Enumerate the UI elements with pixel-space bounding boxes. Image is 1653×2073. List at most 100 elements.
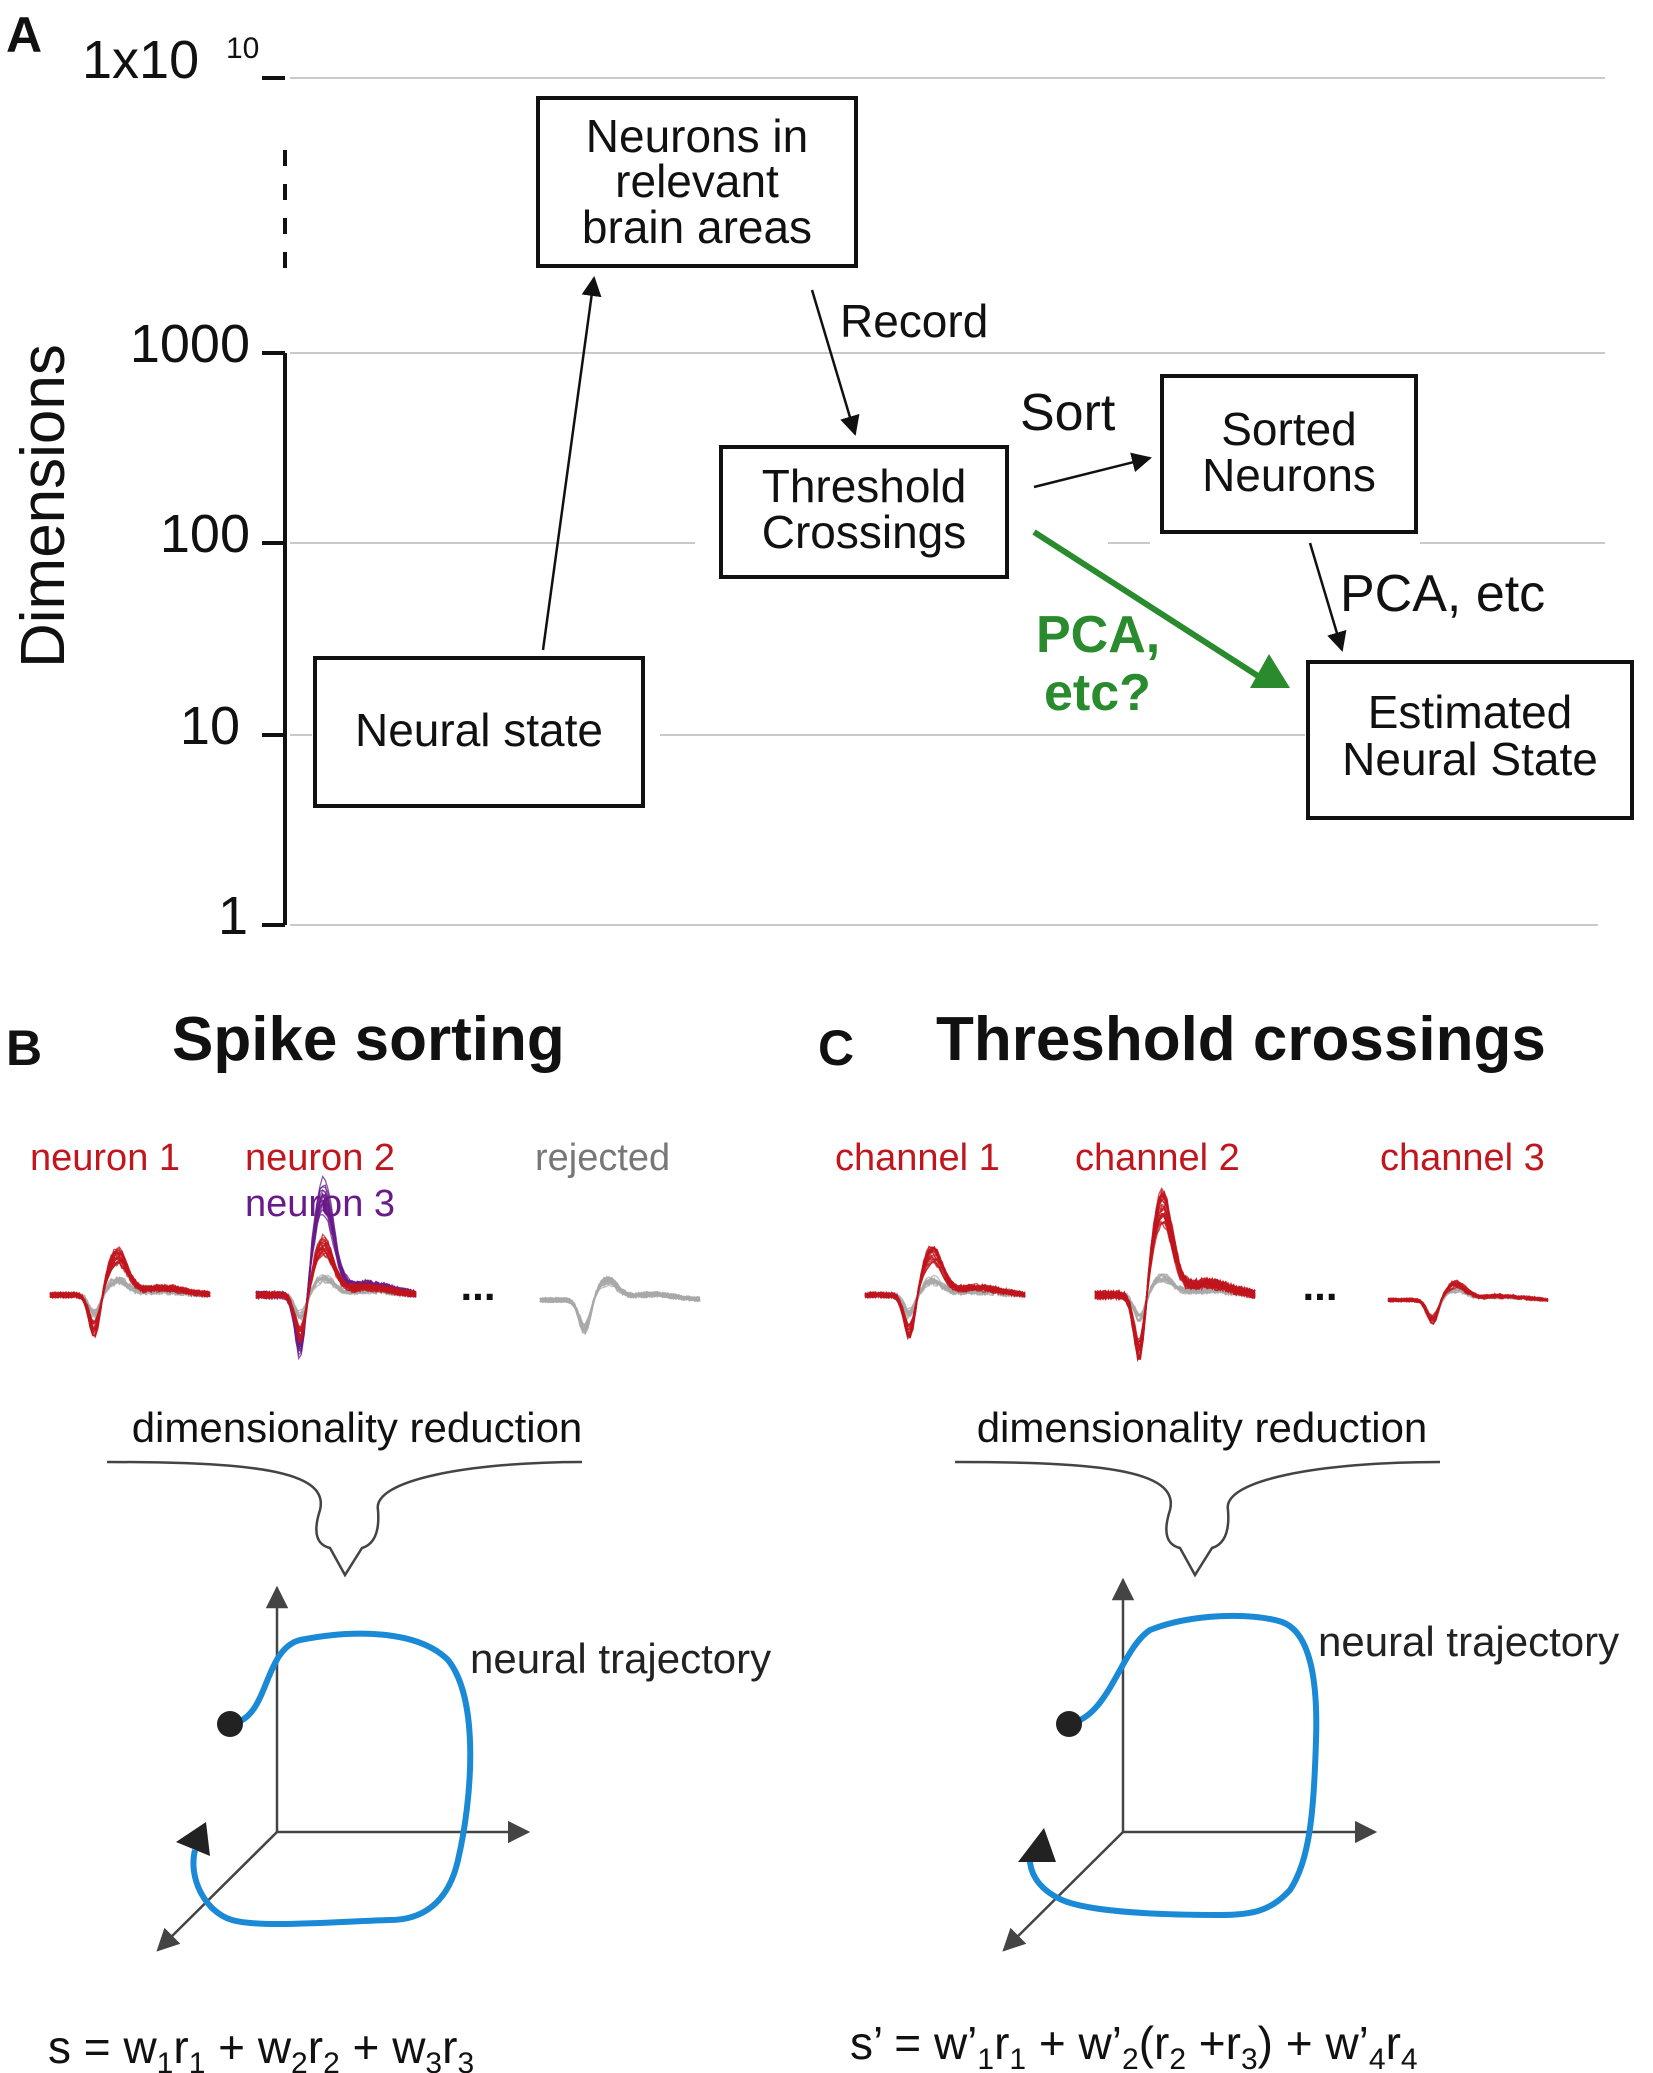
panel-a: A 1x10 10 1000 100 10 1 [6,7,1634,946]
arrow-record [810,289,860,436]
waveform-channel-2 [1094,1187,1256,1363]
waveform-trace [539,1275,701,1333]
reduction-label-c: dimensionality reduction [977,1404,1428,1451]
panel-a-gridlines [290,77,1605,926]
panel-c: C Threshold crossings channel 1 channel … [818,1005,1619,2073]
equation-b: s = w1r1 + w2r2 + w3r3 [48,2021,474,2073]
box-estimated-state-line-1: Estimated [1368,686,1573,738]
waveform-trace [1094,1205,1256,1351]
waveform-trace [1094,1193,1256,1356]
waveform-trace [539,1276,701,1335]
trajectory-arrowhead-c [1018,1828,1056,1862]
box-neurons-in-areas: Neurons in relevant brain areas [536,96,858,268]
unit-label-neuron-2: neuron 2 [245,1137,395,1179]
box-threshold-crossings-line-1: Threshold [762,460,967,512]
funnel-arrow-c [954,1460,1441,1578]
waveform-trace [1094,1194,1256,1351]
waveform-channel-1 [864,1245,1026,1340]
box-neurons-in-areas-frame [536,96,858,268]
waveform-trace [1387,1281,1549,1325]
ellipsis-c: ... [1302,1262,1337,1309]
axis-diagonal-b [156,1831,278,1952]
channel-label-2: channel 2 [1075,1137,1240,1179]
box-sorted-neurons-line-1: Sorted [1221,403,1357,455]
arrow-pca-etc [1308,542,1347,652]
tick-label-100: 100 [160,504,250,564]
reduction-label-b: dimensionality reduction [132,1404,583,1451]
box-threshold-crossings-line-2: Crossings [762,506,967,558]
panel-a-letter: A [6,7,42,63]
waveform-trace [1094,1195,1256,1358]
waveform-trace [539,1277,701,1330]
funnel-arrow-b [106,1460,583,1578]
waveform-trace [1094,1212,1256,1347]
unit-label-neuron-1: neuron 1 [30,1137,180,1179]
channel-label-3: channel 3 [1380,1137,1545,1179]
waveform-trace [1094,1212,1256,1345]
waveforms-c [864,1187,1549,1363]
unit-label-rejected: rejected [535,1137,670,1179]
axis-diagonal-c [1002,1831,1124,1952]
edge-label-pca: PCA, etc [1340,565,1545,623]
box-sorted-neurons-line-2: Neurons [1202,449,1376,501]
waveform-trace [255,1252,417,1331]
waveform-trace [539,1276,701,1332]
arrow-pca-question-shaft [1032,529,1260,679]
box-neural-state-line-1: Neural state [355,704,603,756]
trajectory-arrowhead-b [176,1822,210,1856]
trajectory-plot-b [156,1585,531,1952]
waveform-trace [539,1278,701,1329]
equation-c-text: s’ = w’1r1 + w’2(r2 +r3) + w’4r4 [850,2017,1418,2073]
trajectory-start-dot-b [217,1711,243,1737]
waveform-channel-3 [1387,1279,1549,1326]
box-neural-state-frame [313,656,645,808]
waveform-trace [1094,1190,1256,1362]
arrow-sort [1033,452,1152,489]
box-estimated-state: Estimated Neural State [1306,660,1634,820]
waveform-trace [1094,1190,1256,1360]
y-axis-label: Dimensions [9,344,78,668]
box-estimated-state-line-2: Neural State [1342,733,1598,785]
waveform-trace [1094,1214,1256,1349]
box-threshold-crossings-frame [719,445,1009,579]
waveform-trace [1094,1197,1256,1356]
waveform-neuron-2-3 [255,1175,417,1361]
waveform-trace [539,1277,701,1333]
tick-label-10: 10 [180,696,240,756]
panel-a-arrows [541,276,1347,688]
waveform-trace [1094,1211,1256,1344]
box-neurons-in-areas-line-3: brain areas [582,201,812,253]
equation-c: s’ = w’1r1 + w’2(r2 +r3) + w’4r4 [850,2017,1418,2073]
equation-b-text: s = w1r1 + w2r2 + w3r3 [48,2021,474,2073]
box-threshold-crossings: Threshold Crossings [719,445,1009,579]
channel-label-1: channel 1 [835,1137,1000,1179]
panel-c-letter: C [818,1020,854,1076]
waveform-trace [1094,1203,1256,1353]
waveform-rejected [539,1275,701,1336]
waveform-trace [1094,1211,1256,1348]
panel-b-title: Spike sorting [172,1005,565,1074]
box-neurons-in-areas-line-1: Neurons in [586,110,808,162]
tick-label-exponent: 10 [226,32,259,65]
waveform-trace [1094,1193,1256,1359]
waveform-trace [1094,1188,1256,1361]
trajectory-start-dot-c [1056,1711,1082,1737]
ellipsis-b: ... [460,1262,495,1309]
edge-label-pca-question-line-2: etc? [1044,664,1151,722]
waveform-trace [1094,1198,1256,1356]
waveform-trace [1094,1205,1256,1353]
waveform-trace [1094,1198,1256,1359]
waveform-trace [1387,1284,1549,1318]
waveform-trace [1094,1187,1256,1359]
panel-c-title: Threshold crossings [936,1005,1546,1074]
waveform-trace [539,1275,701,1335]
waveform-trace [539,1280,701,1330]
tick-label-1: 1 [218,886,248,946]
waveform-trace [864,1247,1026,1338]
box-estimated-state-frame [1306,660,1634,820]
box-sorted-neurons: Sorted Neurons [1160,374,1418,534]
edge-label-record: Record [840,295,988,347]
neural-trajectory-c [1026,1612,1320,1919]
neural-trajectory-b [190,1630,474,1928]
